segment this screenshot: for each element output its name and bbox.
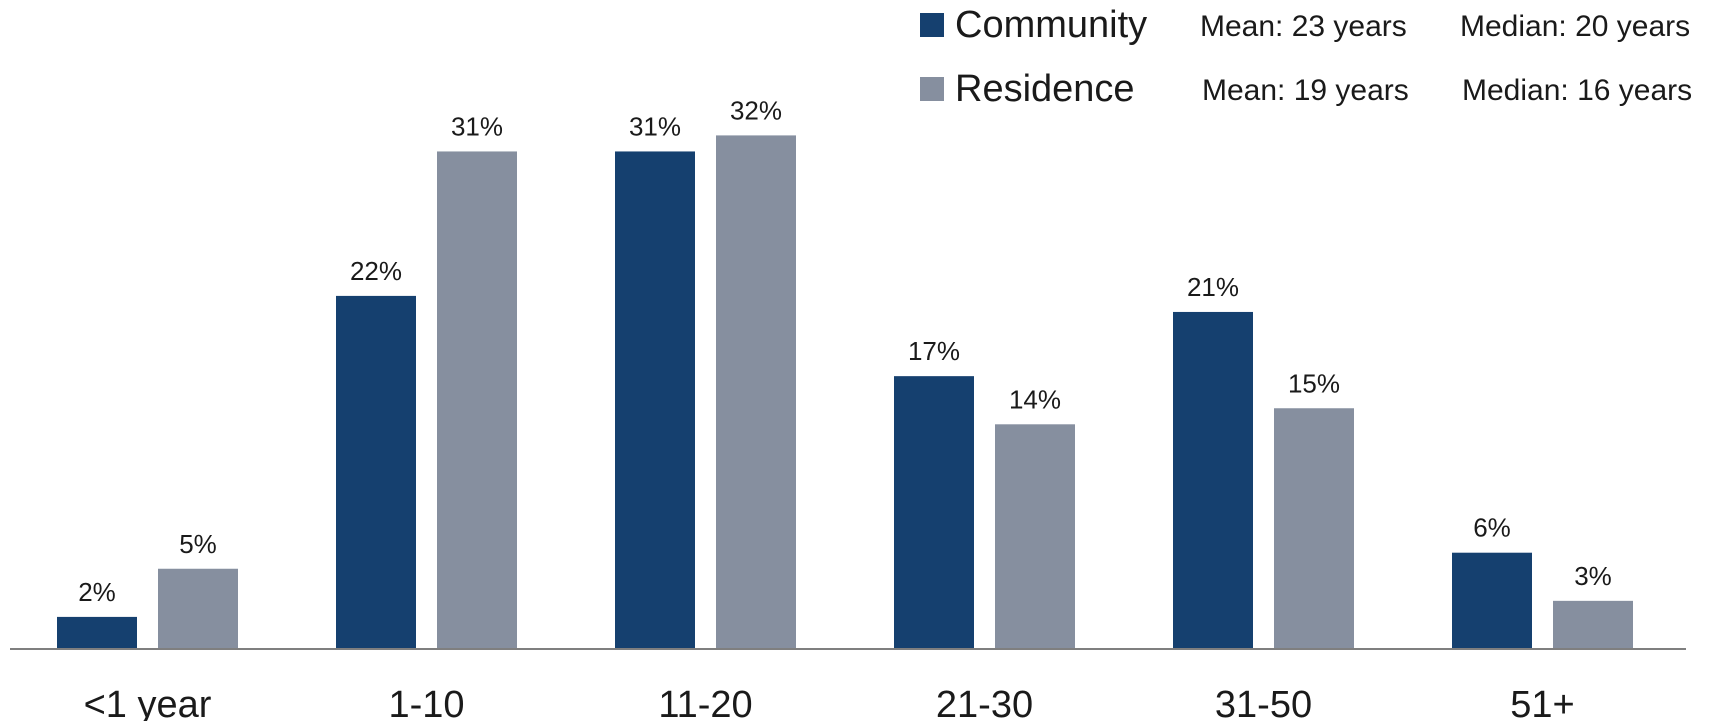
- median-residence: Median: 16 years: [1462, 74, 1692, 107]
- data-label-residence-2: 32%: [730, 95, 782, 125]
- data-label-residence-4: 15%: [1288, 368, 1340, 398]
- bar-community-5: [1452, 552, 1532, 649]
- bar-community-4: [1173, 311, 1253, 649]
- bar-community-0: [57, 616, 137, 649]
- bar-residence-3: [995, 424, 1075, 649]
- data-label-community-5: 6%: [1473, 513, 1511, 543]
- category-label-0: <1 year: [84, 684, 212, 721]
- category-labels-layer: <1 year 1-10 11-20 21-30 31-50 51+: [84, 684, 1575, 721]
- category-label-3: 21-30: [936, 684, 1033, 721]
- legend-swatch-residence: [920, 77, 944, 101]
- data-labels-layer: 2% 5% 22% 31% 31% 32% 17% 14% 21% 15% 6% 3%: [78, 95, 1612, 607]
- bar-community-1: [336, 295, 416, 649]
- data-label-community-4: 21%: [1187, 272, 1239, 302]
- bar-community-3: [894, 376, 974, 649]
- data-label-residence-0: 5%: [179, 529, 217, 559]
- legend-label-community: Community: [955, 4, 1147, 46]
- legend-swatch-community: [920, 13, 944, 37]
- data-label-community-2: 31%: [629, 111, 681, 141]
- bar-community-2: [615, 151, 695, 649]
- bars-layer: [57, 135, 1633, 649]
- category-label-5: 51+: [1510, 684, 1574, 721]
- legend-label-residence: Residence: [955, 68, 1135, 110]
- bar-residence-2: [716, 135, 796, 649]
- data-label-community-3: 17%: [908, 336, 960, 366]
- legend: Community Mean: 23 years Median: 20 years R…: [920, 4, 1692, 110]
- category-label-2: 11-20: [658, 684, 752, 721]
- median-community: Median: 20 years: [1460, 10, 1690, 43]
- data-label-residence-5: 3%: [1574, 561, 1612, 591]
- category-label-1: 1-10: [388, 684, 464, 721]
- bar-residence-0: [158, 568, 238, 649]
- category-label-4: 31-50: [1215, 684, 1312, 721]
- data-label-residence-3: 14%: [1009, 384, 1061, 414]
- bar-residence-1: [437, 151, 517, 649]
- bar-residence-5: [1553, 600, 1633, 649]
- data-label-residence-1: 31%: [451, 111, 503, 141]
- data-label-community-0: 2%: [78, 577, 116, 607]
- bar-residence-4: [1274, 408, 1354, 649]
- data-label-community-1: 22%: [350, 256, 402, 286]
- mean-community: Mean: 23 years: [1200, 10, 1407, 43]
- mean-residence: Mean: 19 years: [1202, 74, 1409, 107]
